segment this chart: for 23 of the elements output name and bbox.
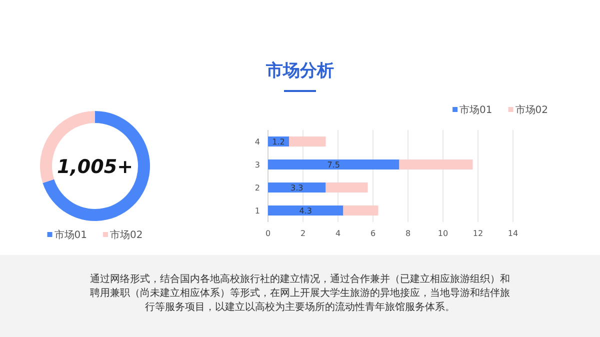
y-tick-label: 4 <box>254 138 260 146</box>
x-tick-label: 14 <box>508 229 518 238</box>
data-label: 4.3 <box>299 206 312 216</box>
x-tick-label: 6 <box>370 229 376 238</box>
x-tick-label: 10 <box>438 229 448 238</box>
x-tick-label: 8 <box>405 229 411 238</box>
text: 市场分析 <box>265 61 334 81</box>
data-label: 3.3 <box>290 184 304 192</box>
legend-label: 市场02 <box>110 229 143 241</box>
y-tick-label: 1 <box>254 206 260 216</box>
legend-label: 市场02 <box>515 104 548 116</box>
legend-label: 市场01 <box>460 104 492 116</box>
legend-label: 市场01 <box>54 229 87 241</box>
text: 通过网络形式，结合国内各地高校旅行社的建立情况，通过合作兼并（已建立相应旅游组织）和聘用兼职（尚未建立相应体系）等形式，在网上开展大学生旅游的异地接应，当地导游和结伴旅行等服务项目，以建立以高校为主要场所的流动性青年旅馆服务体系。 <box>90 273 510 313</box>
y-tick-label: 2 <box>254 184 260 192</box>
x-tick-label: 12 <box>472 229 484 238</box>
x-tick-label: 2 <box>300 229 306 238</box>
text: 1,005+ <box>56 156 134 178</box>
data-label: 7.5 <box>327 160 340 170</box>
x-tick-label: 4 <box>335 229 341 238</box>
data-label: 1.2 <box>272 138 285 146</box>
y-tick-label: 3 <box>254 160 260 170</box>
x-tick-label: 0 <box>265 229 271 238</box>
